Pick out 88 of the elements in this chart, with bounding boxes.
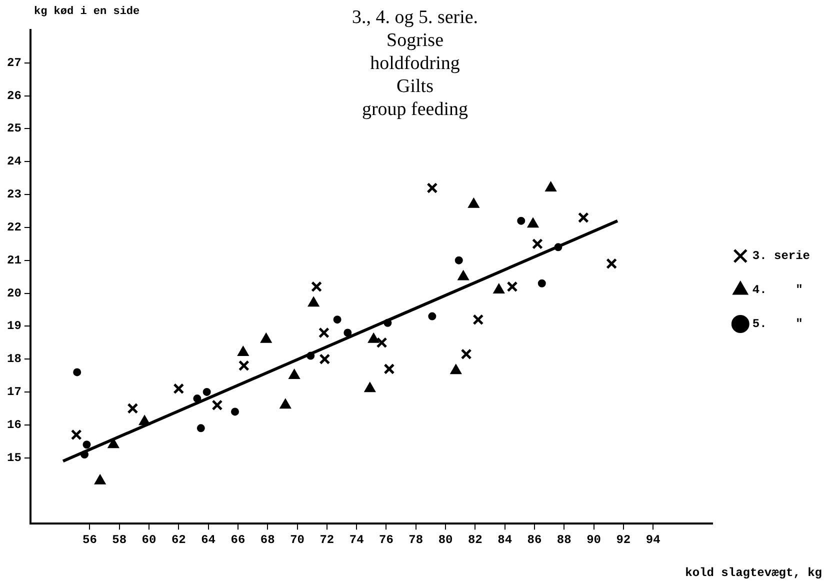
x-tick-label: 62: [171, 532, 186, 547]
point: [193, 394, 202, 403]
x-tick-label: 86: [527, 532, 542, 547]
point: [319, 354, 330, 365]
point: [127, 402, 138, 414]
x-tick-label: 74: [349, 532, 364, 547]
x-tick-label: 56: [82, 532, 97, 547]
point: [288, 369, 300, 380]
point: [138, 415, 150, 426]
y-axis-title: kg kød i en side: [34, 6, 140, 18]
x-tick-label: 82: [468, 532, 482, 547]
point: [202, 388, 211, 396]
point: [368, 332, 380, 343]
x-tick-label: 66: [230, 532, 246, 547]
point: [578, 212, 589, 224]
point: [70, 429, 82, 440]
x-tick-label: 92: [616, 532, 631, 547]
point: [306, 352, 315, 360]
point: [196, 424, 205, 432]
x-tick-label: 78: [408, 532, 424, 547]
point: [344, 328, 352, 337]
y-tick-label: 22: [6, 220, 22, 234]
point: [108, 438, 120, 448]
x-tick-label: 90: [586, 532, 601, 547]
y-tick-label: 23: [6, 188, 22, 202]
x-tick-label: 64: [201, 532, 216, 547]
point: [260, 332, 272, 343]
point: [311, 281, 322, 292]
legend-label: 5. ": [752, 317, 803, 332]
legend-label: 3. serie: [752, 249, 810, 264]
point: [527, 218, 539, 228]
y-tick-label: 19: [6, 319, 22, 334]
y-tick-label: 21: [6, 253, 22, 268]
y-tick-label: 17: [6, 384, 22, 399]
point: [450, 364, 462, 374]
x-tick-label: 68: [260, 532, 275, 547]
y-tick-label: 27: [6, 56, 22, 70]
point: [506, 281, 518, 292]
point: [554, 243, 562, 252]
point: [376, 337, 388, 348]
point: [80, 450, 89, 458]
x-axis-title: kold slagtevægt, kg: [685, 566, 822, 580]
point: [545, 181, 556, 192]
x-tick-label: 94: [646, 532, 660, 547]
x-tick-label: 84: [498, 532, 512, 547]
x-tick-label: 88: [556, 532, 572, 547]
y-tick-label: 16: [6, 418, 22, 432]
legend-label: 4. ": [752, 283, 803, 298]
point: [517, 216, 526, 225]
point: [212, 400, 223, 411]
point: [238, 360, 250, 372]
point: [82, 440, 91, 449]
point: [532, 238, 543, 250]
text: 3., 4. og 5. serie. Sogrise holdfodring Gilts group feeding: [350, 6, 480, 121]
point: [333, 316, 342, 324]
point: [231, 408, 239, 416]
point: [280, 398, 292, 409]
point: [384, 318, 392, 327]
point: [493, 283, 505, 294]
x-tick-label: 76: [379, 532, 394, 547]
point: [460, 348, 472, 360]
point: [468, 198, 480, 208]
y-tick-label: 24: [6, 154, 22, 169]
x-tick-label: 80: [438, 532, 453, 547]
point: [73, 368, 82, 376]
point: [94, 474, 106, 484]
y-tick-label: 26: [6, 88, 22, 103]
point: [428, 312, 436, 320]
point: [364, 382, 376, 392]
y-tick-label: 15: [6, 450, 22, 465]
y-tick-label: 18: [6, 352, 22, 366]
x-tick-label: 60: [142, 532, 156, 547]
point: [454, 256, 463, 264]
point: [606, 258, 618, 270]
point: [426, 182, 438, 194]
point: [458, 270, 470, 280]
y-tick-label: 25: [6, 122, 22, 136]
x-tick-label: 58: [112, 532, 127, 547]
point: [538, 279, 546, 288]
y-tick-label: 20: [6, 286, 22, 300]
point: [318, 327, 330, 338]
point: [173, 383, 184, 394]
point: [472, 314, 484, 326]
point: [237, 346, 249, 356]
x-tick-label: 72: [320, 532, 334, 547]
point: [308, 296, 320, 307]
x-tick-label: 70: [290, 532, 304, 547]
point: [384, 363, 395, 374]
